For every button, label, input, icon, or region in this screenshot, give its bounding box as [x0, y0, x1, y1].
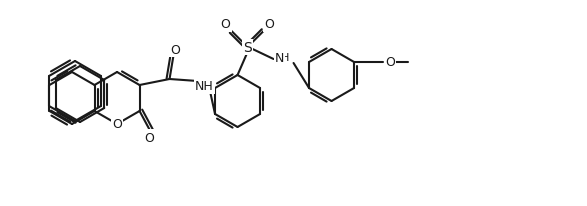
Text: N: N: [275, 51, 284, 64]
Text: O: O: [171, 43, 180, 56]
Text: S: S: [243, 41, 252, 55]
Text: O: O: [385, 56, 395, 69]
Text: NH: NH: [195, 80, 214, 93]
Text: O: O: [221, 18, 231, 31]
Text: H: H: [281, 53, 290, 63]
Text: O: O: [265, 18, 275, 31]
Text: O: O: [144, 131, 154, 144]
Text: O: O: [112, 118, 122, 131]
